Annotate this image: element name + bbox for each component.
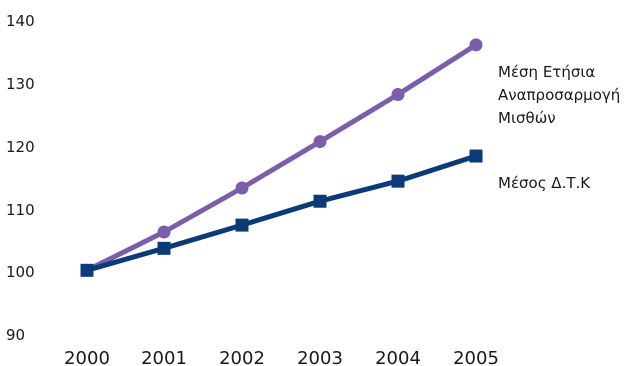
x-tick-label: 2002 — [219, 348, 265, 366]
data-point — [391, 174, 405, 188]
data-point — [235, 218, 249, 232]
data-point — [313, 135, 327, 149]
y-tick-label: 90 — [6, 326, 25, 344]
data-point — [235, 181, 249, 195]
data-point — [469, 149, 483, 163]
y-tick-label: 140 — [6, 12, 35, 30]
x-tick-label: 2000 — [64, 348, 110, 366]
data-point — [391, 87, 405, 101]
series-salary — [80, 38, 483, 277]
y-tick-label: 100 — [6, 263, 35, 281]
data-point — [469, 38, 483, 52]
series-label-salary-line-3: Μισθών — [498, 109, 556, 127]
data-point — [157, 241, 171, 255]
series-cpi — [80, 149, 483, 277]
series-labels: Μέση Ετήσια Αναπροσαρμογή Μισθών Μέσος Δ… — [498, 63, 620, 192]
x-tick-label: 2004 — [375, 348, 421, 366]
y-tick-label: 120 — [6, 138, 35, 156]
y-axis-ticks: 140 130 120 110 100 90 — [6, 12, 35, 344]
series-layer — [80, 38, 483, 277]
x-axis-ticks: 2000 2001 2002 2003 2004 2005 — [64, 348, 499, 366]
x-tick-label: 2005 — [453, 348, 499, 366]
series-line — [84, 42, 479, 273]
y-tick-label: 130 — [6, 75, 35, 93]
x-tick-label: 2001 — [141, 348, 187, 366]
y-tick-label: 110 — [6, 201, 35, 219]
series-line — [84, 153, 479, 273]
series-label-cpi: Μέσος Δ.Τ.Κ — [498, 174, 591, 192]
x-tick-label: 2003 — [297, 348, 343, 366]
series-label-salary-line-1: Μέση Ετήσια — [498, 63, 595, 81]
data-point — [80, 263, 94, 277]
data-point — [157, 225, 171, 239]
series-label-salary-line-2: Αναπροσαρμογή — [498, 86, 620, 104]
data-point — [313, 194, 327, 208]
